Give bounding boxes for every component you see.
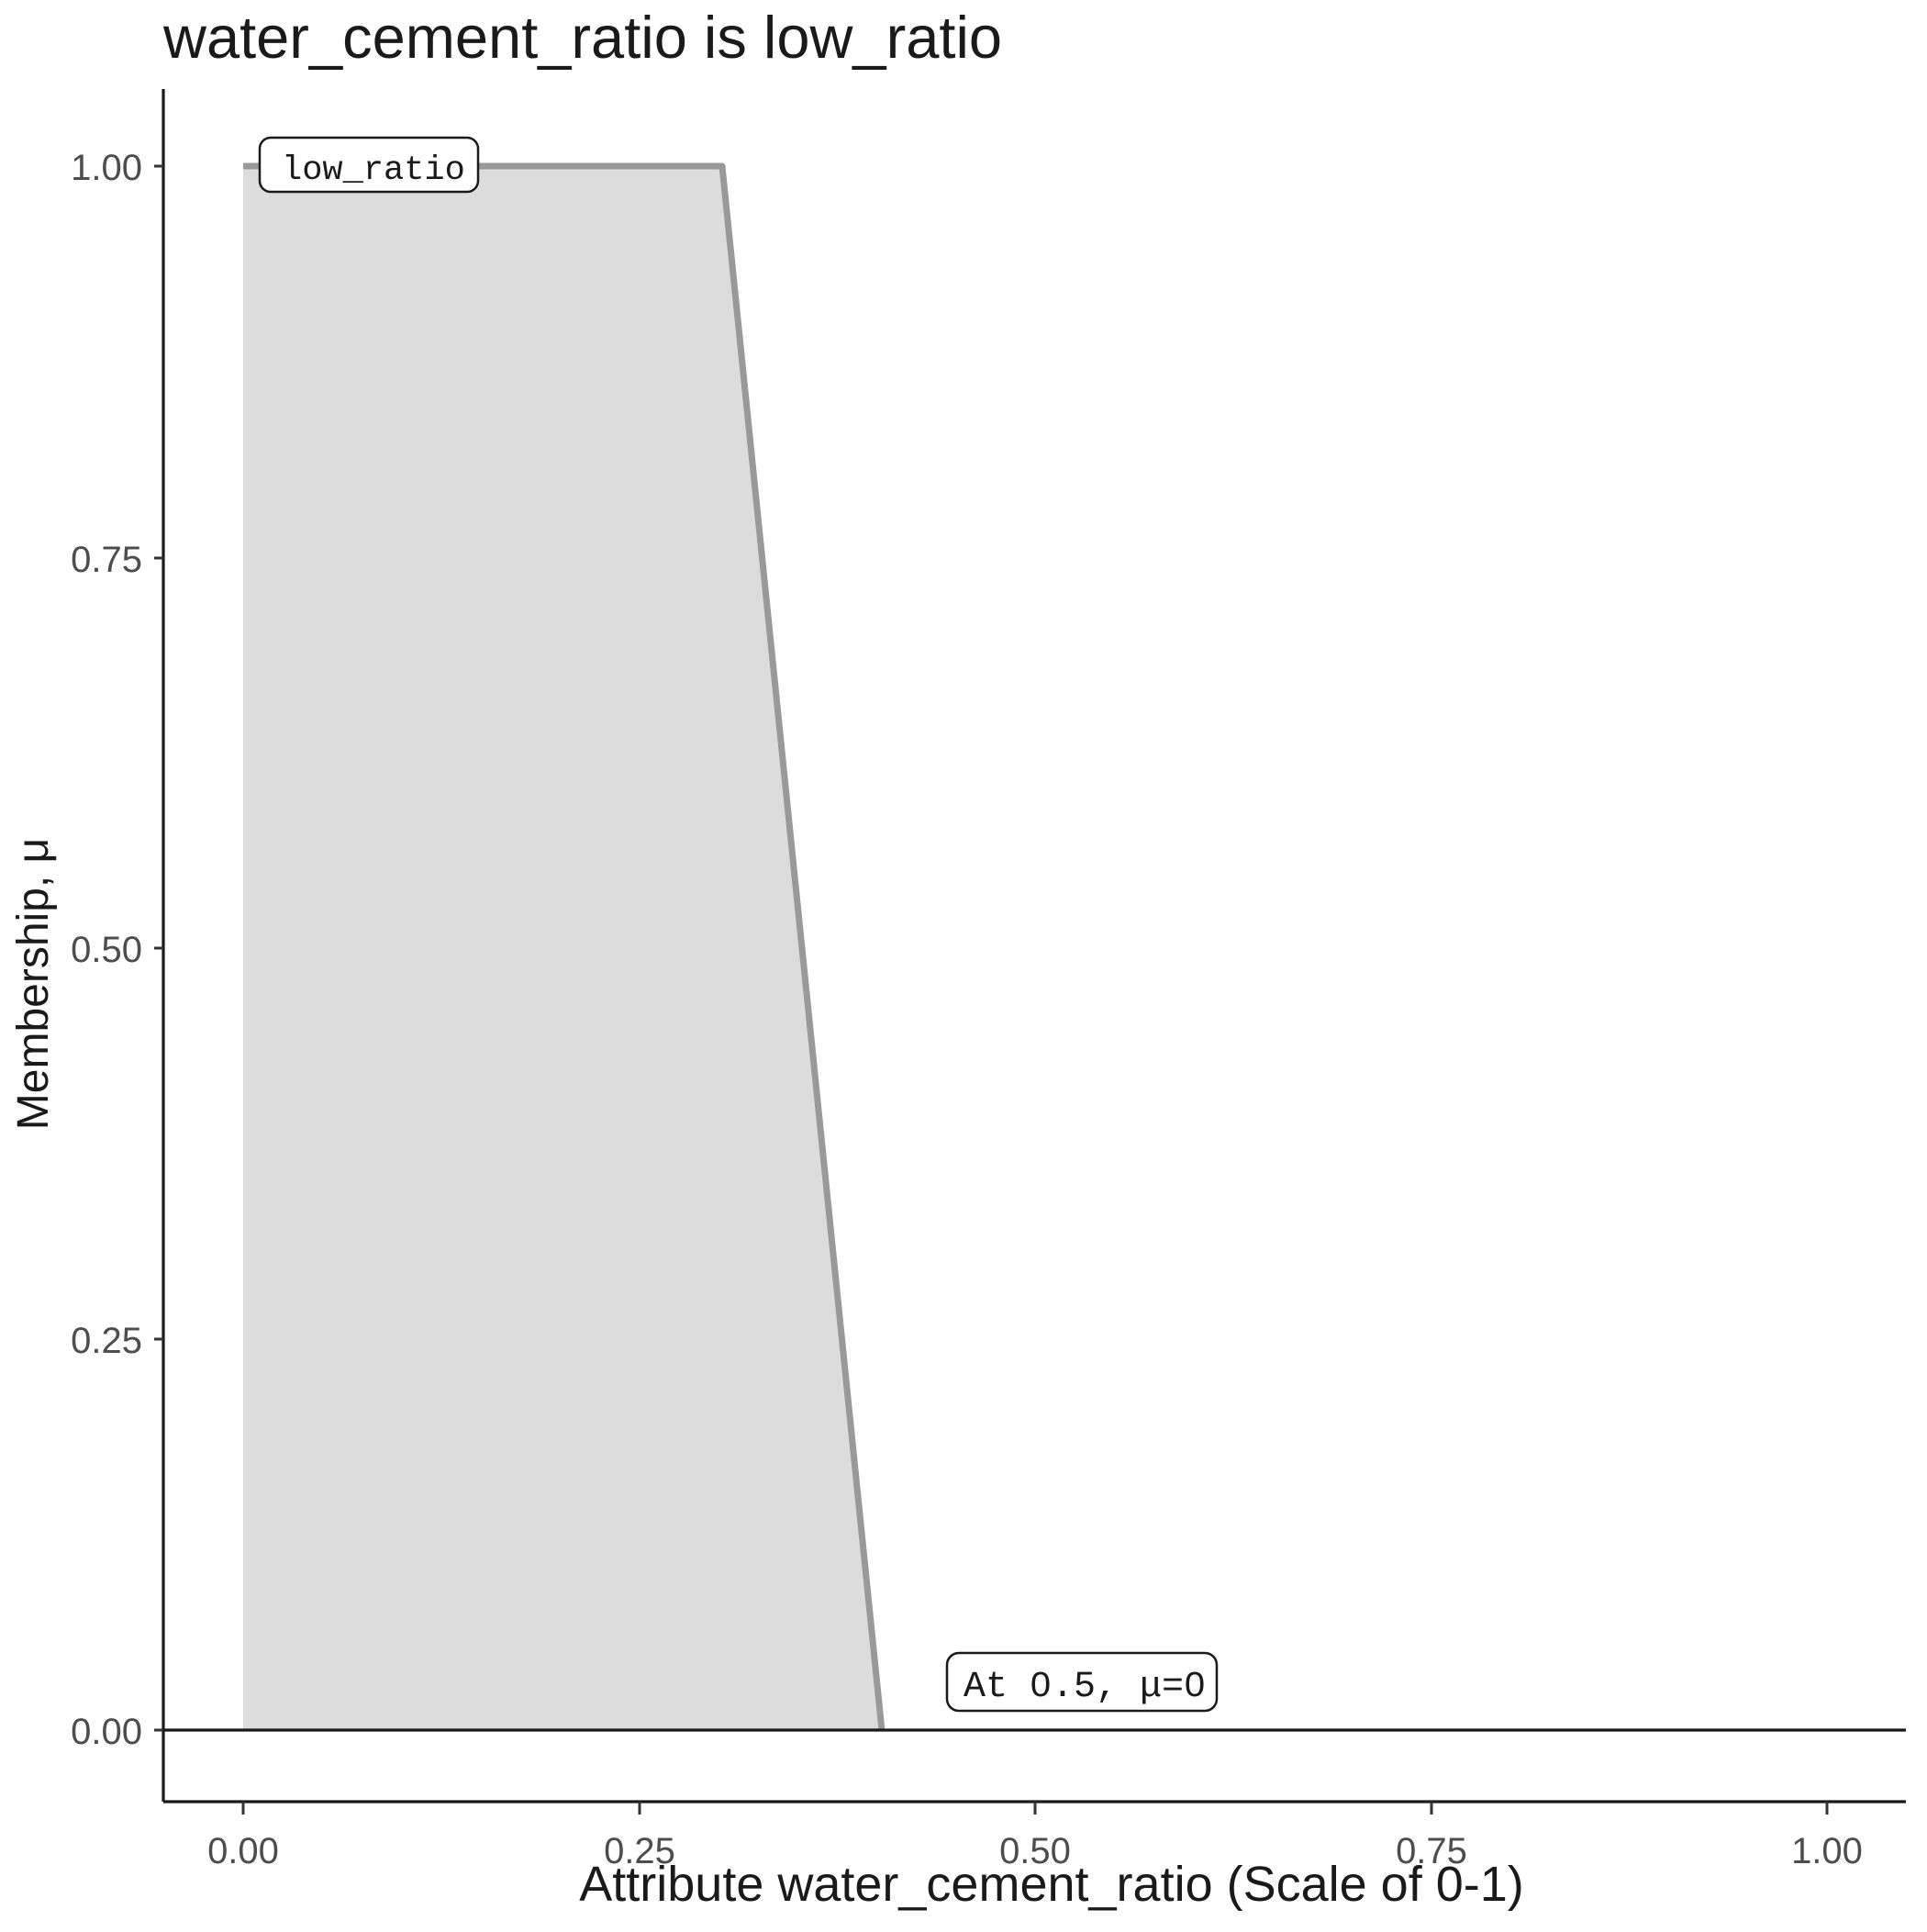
svg-text:1.00: 1.00 (1791, 1831, 1863, 1871)
svg-text:0.00: 0.00 (71, 1712, 142, 1752)
svg-text:low_ratio: low_ratio (282, 151, 465, 190)
svg-text:Membership, μ: Membership, μ (9, 838, 58, 1130)
svg-text:1.00: 1.00 (71, 148, 142, 188)
svg-text:water_cement_ratio is low_rati: water_cement_ratio is low_ratio (162, 4, 1002, 71)
svg-text:Attribute water_cement_ratio (: Attribute water_cement_ratio (Scale of 0… (579, 1857, 1523, 1912)
svg-text:0.50: 0.50 (71, 930, 142, 970)
svg-text:0.00: 0.00 (207, 1831, 279, 1871)
svg-text:0.25: 0.25 (71, 1321, 142, 1361)
svg-text:At 0.5, μ=0: At 0.5, μ=0 (964, 1667, 1206, 1708)
svg-text:0.75: 0.75 (71, 540, 142, 580)
